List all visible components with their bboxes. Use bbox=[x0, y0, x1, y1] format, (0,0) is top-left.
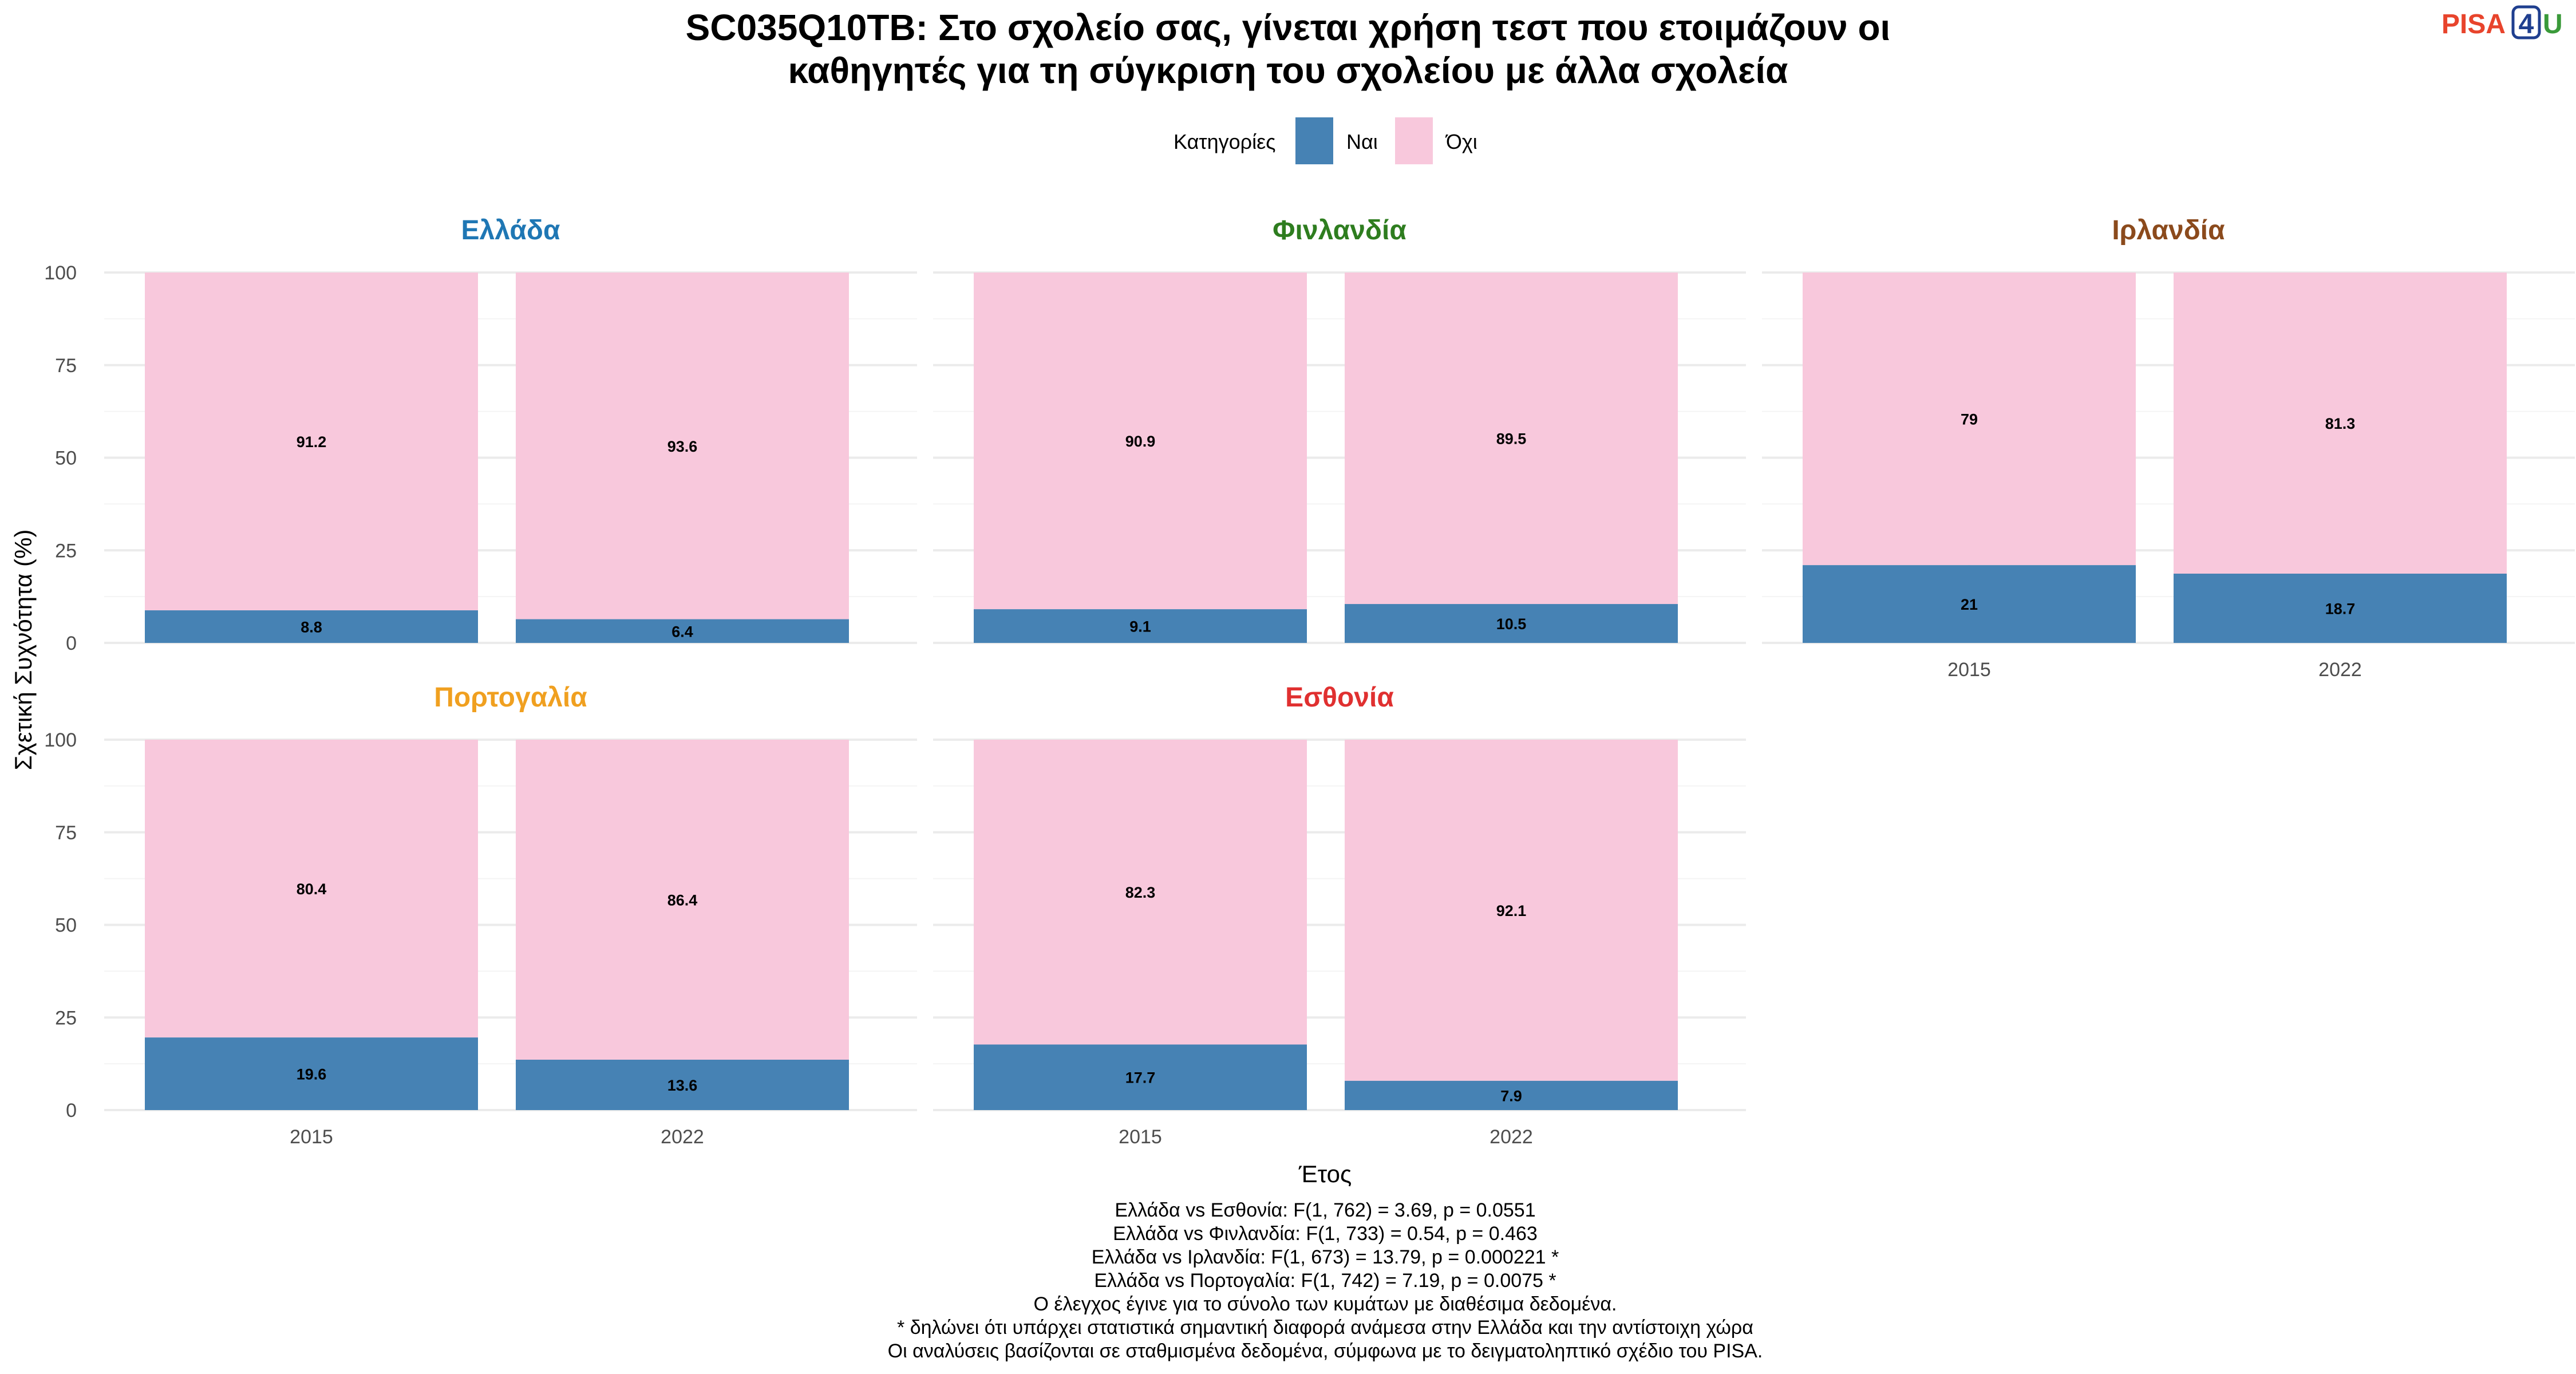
bar-label-oxi: 90.9 bbox=[1125, 433, 1156, 450]
x-tick-label: 2022 bbox=[1490, 1126, 1533, 1148]
bar-oxi bbox=[516, 273, 849, 619]
y-tick-label: 100 bbox=[44, 729, 77, 751]
bar-label-nai: 17.7 bbox=[1125, 1069, 1156, 1087]
y-tick-label: 25 bbox=[55, 540, 77, 562]
logo-pisa-text: PISA bbox=[2441, 9, 2506, 40]
facet-title: Εσθονία bbox=[1285, 682, 1394, 713]
y-axis-title: Σχετική Συχνότητα (%) bbox=[10, 530, 37, 771]
caption-line: Ελλάδα vs Ιρλανδία: F(1, 673) = 13.79, p… bbox=[1092, 1246, 1559, 1268]
bar-label-nai: 9.1 bbox=[1129, 618, 1151, 635]
facet-title: Πορτογαλία bbox=[434, 682, 587, 713]
bar-label-oxi: 91.2 bbox=[297, 433, 327, 451]
facet-4: Πορτογαλία 0 25 50 75 100 80.4 19.6 2015 86.4 13.6… bbox=[44, 682, 917, 1148]
bar-oxi bbox=[2174, 273, 2507, 574]
bar-label-oxi: 93.6 bbox=[667, 438, 698, 455]
bar-label-oxi: 89.5 bbox=[1496, 431, 1527, 448]
facet-panels: Ελλάδα 0 25 50 75 100 91.2 8.8 93.6 6.4 Φινλανδία 9… bbox=[44, 215, 2575, 1148]
bar-nai bbox=[145, 1037, 478, 1110]
bar-nai bbox=[516, 619, 849, 643]
x-tick-label: 2015 bbox=[1947, 659, 1991, 681]
legend-swatch-nai bbox=[1295, 117, 1333, 164]
bar-label-oxi: 79 bbox=[1961, 411, 1978, 428]
bar-label-nai: 6.4 bbox=[671, 623, 693, 640]
facet-1: Ελλάδα 0 25 50 75 100 91.2 8.8 93.6 6.4 bbox=[44, 215, 917, 654]
bar-oxi bbox=[974, 273, 1307, 610]
bar-oxi bbox=[145, 740, 478, 1038]
bar-oxi bbox=[516, 740, 849, 1060]
y-tick-label: 0 bbox=[66, 633, 77, 654]
bar-nai bbox=[1803, 565, 2136, 643]
bar-label-nai: 18.7 bbox=[2325, 601, 2356, 618]
y-tick-label: 100 bbox=[44, 262, 77, 284]
legend-title: Κατηγορίες bbox=[1174, 130, 1276, 153]
bar-oxi bbox=[1803, 273, 2136, 566]
logo-u-text: U bbox=[2543, 9, 2563, 40]
bar-nai bbox=[1345, 1080, 1678, 1110]
bar-nai bbox=[516, 1060, 849, 1110]
facet-title: Ιρλανδία bbox=[2112, 215, 2225, 246]
caption-line: Ελλάδα vs Εσθονία: F(1, 762) = 3.69, p =… bbox=[1115, 1199, 1535, 1221]
bar-label-nai: 10.5 bbox=[1496, 615, 1527, 633]
caption-line: Οι αναλύσεις βασίζονται σε σταθμισμένα δ… bbox=[888, 1340, 1763, 1362]
bar-nai bbox=[1345, 604, 1678, 643]
bar-nai bbox=[974, 609, 1307, 643]
caption-line: * δηλώνει ότι υπάρχει στατιστικά σημαντι… bbox=[897, 1317, 1753, 1339]
y-tick-label: 50 bbox=[55, 448, 77, 469]
bar-label-oxi: 92.1 bbox=[1496, 902, 1527, 919]
bar-label-oxi: 80.4 bbox=[297, 881, 327, 898]
legend-label-nai: Ναι bbox=[1346, 130, 1378, 153]
logo-four-text: 4 bbox=[2519, 9, 2534, 40]
caption: Ελλάδα vs Εσθονία: F(1, 762) = 3.69, p =… bbox=[888, 1199, 1763, 1362]
bar-label-nai: 21 bbox=[1961, 596, 1978, 613]
facet-5: Εσθονία 82.3 17.7 2015 92.1 7.9 2022 bbox=[933, 682, 1746, 1148]
x-tick-label: 2015 bbox=[1119, 1126, 1162, 1148]
y-tick-label: 25 bbox=[55, 1007, 77, 1029]
x-tick-label: 2022 bbox=[661, 1126, 704, 1148]
y-tick-label: 75 bbox=[55, 822, 77, 844]
chart-title-line-2: καθηγητές για τη σύγκριση του σχολείου μ… bbox=[788, 50, 1788, 91]
bar-label-nai: 19.6 bbox=[297, 1066, 327, 1083]
caption-line: Ελλάδα vs Φινλανδία: F(1, 733) = 0.54, p… bbox=[1113, 1223, 1538, 1245]
x-axis-title: Έτος bbox=[1298, 1160, 1352, 1187]
bar-nai bbox=[145, 610, 478, 643]
bar-label-nai: 8.8 bbox=[301, 619, 322, 636]
caption-line: Ελλάδα vs Πορτογαλία: F(1, 742) = 7.19, … bbox=[1094, 1270, 1556, 1292]
bar-label-nai: 13.6 bbox=[667, 1077, 698, 1094]
y-tick-label: 0 bbox=[66, 1100, 77, 1122]
chart-title-line-1: SC035Q10TB: Στο σχολείο σας, γίνεται χρή… bbox=[686, 7, 1891, 48]
legend-label-oxi: Όχι bbox=[1445, 130, 1477, 153]
facet-title: Φινλανδία bbox=[1273, 215, 1406, 246]
facet-2: Φινλανδία 90.9 9.1 89.5 10.5 bbox=[933, 215, 1746, 644]
bar-oxi bbox=[1345, 740, 1678, 1081]
legend: Κατηγορίες Ναι Όχι bbox=[1174, 117, 1477, 164]
bar-label-oxi: 81.3 bbox=[2325, 415, 2356, 432]
bar-label-oxi: 82.3 bbox=[1125, 884, 1156, 901]
y-tick-label: 50 bbox=[55, 915, 77, 937]
bar-label-oxi: 86.4 bbox=[667, 892, 698, 909]
logo-box bbox=[2511, 5, 2541, 40]
x-tick-label: 2022 bbox=[2318, 659, 2362, 681]
bar-oxi bbox=[1345, 273, 1678, 605]
legend-swatch-oxi bbox=[1395, 117, 1433, 164]
y-tick-label: 75 bbox=[55, 355, 77, 377]
pisa4u-logo: PISA 4 U bbox=[2441, 5, 2563, 40]
facet-title: Ελλάδα bbox=[461, 215, 560, 246]
facet-3: Ιρλανδία 79 21 2015 81.3 18.7 2022 bbox=[1762, 215, 2575, 681]
bar-nai bbox=[974, 1044, 1307, 1110]
caption-line: Ο έλεγχος έγινε για το σύνολο των κυμάτω… bbox=[1034, 1293, 1617, 1315]
bar-label-nai: 7.9 bbox=[1500, 1087, 1522, 1104]
bar-oxi bbox=[974, 740, 1307, 1045]
x-tick-label: 2015 bbox=[290, 1126, 333, 1148]
bar-oxi bbox=[145, 273, 478, 611]
bar-nai bbox=[2174, 574, 2507, 643]
